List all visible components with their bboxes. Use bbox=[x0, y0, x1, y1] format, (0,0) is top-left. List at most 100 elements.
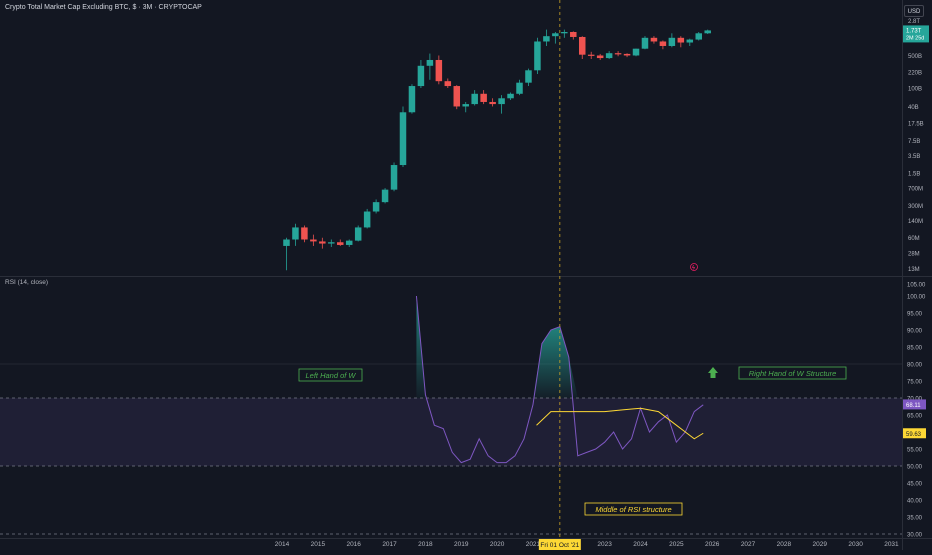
rsi-value-tag: 68.11 bbox=[903, 399, 926, 410]
time-tick-label: 2020 bbox=[490, 541, 505, 548]
candle-body bbox=[498, 98, 505, 105]
candle-body bbox=[372, 202, 380, 212]
candle-body bbox=[552, 33, 559, 37]
price-tick-label: 140M bbox=[908, 219, 923, 225]
candle bbox=[507, 92, 514, 101]
candle bbox=[641, 36, 649, 50]
annotation-middle: Middle of RSI structure bbox=[584, 502, 683, 516]
candle bbox=[381, 188, 389, 204]
time-tick-label: 2024 bbox=[633, 541, 648, 548]
candle-body bbox=[426, 59, 434, 66]
candle bbox=[489, 98, 496, 107]
last-price-bg bbox=[903, 25, 929, 43]
candle-body bbox=[570, 31, 577, 37]
candle bbox=[552, 31, 559, 44]
candle bbox=[417, 59, 425, 88]
candle bbox=[292, 223, 299, 246]
candle bbox=[319, 237, 326, 249]
candle bbox=[453, 85, 461, 110]
price-tick-label: 17.5B bbox=[908, 122, 924, 128]
candle bbox=[363, 208, 371, 229]
candle-body bbox=[614, 53, 622, 55]
candle-body bbox=[301, 227, 308, 240]
rsi-overbought-fill bbox=[532, 326, 578, 398]
price-tick-label: 500B bbox=[908, 54, 922, 60]
candle bbox=[345, 239, 353, 247]
candle-body bbox=[561, 31, 568, 34]
candle bbox=[354, 225, 362, 242]
candle bbox=[408, 84, 416, 114]
candle bbox=[650, 36, 658, 44]
candle bbox=[614, 51, 622, 57]
rsi-tick-label: 35.00 bbox=[907, 516, 923, 522]
candle bbox=[704, 29, 711, 34]
rsi-tick-label: 100.00 bbox=[907, 295, 926, 301]
candle bbox=[516, 79, 523, 96]
candle-body bbox=[462, 104, 469, 107]
candle-body bbox=[641, 37, 649, 49]
currency-button[interactable]: USD bbox=[904, 5, 924, 17]
candle-body bbox=[516, 82, 523, 94]
rsi-tick-label: 105.00 bbox=[907, 283, 926, 289]
candle bbox=[283, 237, 290, 271]
annotation-right-hand-text: Right Hand of W Structure bbox=[749, 369, 837, 378]
candle bbox=[543, 29, 550, 46]
time-tick-label: 2028 bbox=[777, 541, 792, 548]
ma-value-tag: 59.63 bbox=[903, 428, 926, 439]
price-tick-label: 300M bbox=[908, 204, 923, 210]
price-tick-label: 1.5B bbox=[908, 171, 920, 177]
rsi-tick-label: 90.00 bbox=[907, 329, 923, 335]
time-tick-label: 2015 bbox=[311, 541, 326, 548]
price-tick-label: 40B bbox=[908, 105, 919, 111]
crosshair-label-text: Fri 01 Oct '21 bbox=[540, 542, 579, 549]
candle-body bbox=[328, 242, 335, 244]
time-tick-label: 2025 bbox=[669, 541, 684, 548]
annotation-left-hand-box bbox=[298, 368, 363, 382]
candle-body bbox=[525, 70, 532, 83]
candle-body bbox=[363, 211, 371, 228]
candle bbox=[372, 199, 380, 214]
event-icon-ring bbox=[690, 263, 698, 271]
time-tick-label: 2018 bbox=[418, 541, 433, 548]
time-tick-label: 2021 bbox=[526, 541, 541, 548]
candle-body bbox=[337, 242, 344, 245]
candle bbox=[695, 31, 703, 41]
rsi-tick-label: 75.00 bbox=[907, 380, 923, 386]
annotation-right-hand-box bbox=[738, 366, 847, 380]
candle-body bbox=[596, 55, 604, 59]
candle-body bbox=[444, 81, 452, 87]
candle bbox=[605, 51, 613, 59]
candle-body bbox=[659, 41, 667, 46]
candle bbox=[587, 51, 595, 59]
candle bbox=[390, 162, 398, 192]
candle-body bbox=[345, 240, 353, 245]
rsi-tick-label: 45.00 bbox=[907, 482, 923, 488]
candle bbox=[310, 234, 317, 246]
rsi-bands bbox=[0, 363, 902, 535]
candle-body bbox=[534, 41, 541, 71]
rsi-ma-line bbox=[536, 407, 704, 440]
last-price-value: 1.73T bbox=[906, 28, 922, 34]
price-tick-label: 60M bbox=[908, 236, 920, 242]
candle bbox=[435, 55, 443, 85]
candle-body bbox=[319, 241, 326, 244]
rsi-tick-label: 50.00 bbox=[907, 465, 923, 471]
annotation-left-hand: Left Hand of W bbox=[298, 368, 363, 382]
price-tick-label: 700M bbox=[908, 187, 923, 193]
up-arrow-icon bbox=[708, 367, 718, 378]
price-tick-label: 2.8T bbox=[908, 19, 920, 25]
candle-body bbox=[695, 33, 703, 40]
rsi-value-text: 68.11 bbox=[906, 403, 921, 409]
ma-value-text: 59.63 bbox=[906, 432, 922, 438]
candle-countdown: 2M 25d bbox=[906, 35, 924, 41]
candle bbox=[596, 53, 604, 60]
candle-body bbox=[623, 53, 631, 56]
candle bbox=[668, 33, 676, 48]
candle-body bbox=[686, 39, 694, 43]
candle-body bbox=[408, 86, 416, 113]
candle bbox=[578, 36, 586, 59]
